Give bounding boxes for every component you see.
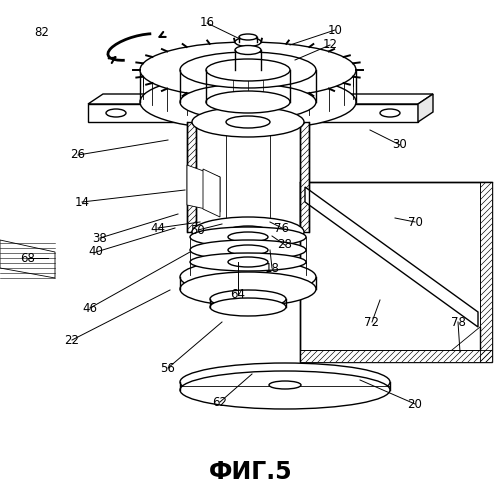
Ellipse shape	[227, 245, 268, 255]
Polygon shape	[187, 122, 195, 232]
Ellipse shape	[269, 381, 301, 389]
Ellipse shape	[180, 363, 389, 401]
Ellipse shape	[225, 116, 270, 128]
Text: 18: 18	[264, 262, 279, 274]
Text: 14: 14	[74, 196, 89, 208]
Text: 64: 64	[230, 288, 245, 302]
Ellipse shape	[180, 52, 315, 88]
Polygon shape	[300, 350, 491, 362]
Ellipse shape	[180, 371, 389, 409]
PathPatch shape	[300, 122, 309, 232]
Ellipse shape	[106, 109, 126, 117]
Ellipse shape	[180, 84, 315, 120]
Ellipse shape	[283, 96, 307, 102]
Polygon shape	[479, 182, 491, 362]
Ellipse shape	[180, 272, 315, 306]
Ellipse shape	[225, 226, 270, 238]
PathPatch shape	[479, 182, 491, 362]
Ellipse shape	[227, 257, 268, 267]
Text: 40: 40	[88, 246, 103, 258]
Text: 70: 70	[407, 216, 422, 228]
Text: 50: 50	[190, 224, 205, 236]
Text: 62: 62	[212, 396, 227, 408]
Ellipse shape	[140, 74, 355, 130]
Text: 28: 28	[277, 238, 292, 252]
Polygon shape	[202, 169, 219, 217]
Ellipse shape	[234, 46, 261, 54]
Polygon shape	[88, 104, 417, 122]
Polygon shape	[0, 240, 55, 278]
Text: 26: 26	[70, 148, 85, 162]
Ellipse shape	[180, 260, 315, 294]
Polygon shape	[300, 182, 491, 362]
Ellipse shape	[205, 91, 290, 113]
Ellipse shape	[238, 34, 257, 40]
Text: 22: 22	[64, 334, 79, 346]
Ellipse shape	[189, 253, 306, 271]
Ellipse shape	[227, 232, 268, 242]
Polygon shape	[300, 122, 309, 232]
PathPatch shape	[300, 350, 491, 362]
Ellipse shape	[379, 109, 399, 117]
Ellipse shape	[205, 59, 290, 81]
Text: 12: 12	[322, 38, 337, 52]
Text: ФИГ.5: ФИГ.5	[209, 460, 292, 484]
Text: 72: 72	[364, 316, 379, 328]
Ellipse shape	[189, 240, 306, 260]
Text: 10: 10	[327, 24, 342, 36]
Text: 78: 78	[450, 316, 464, 328]
Polygon shape	[305, 187, 477, 327]
Ellipse shape	[202, 96, 226, 102]
Text: 20: 20	[407, 398, 422, 410]
Ellipse shape	[140, 42, 355, 98]
Text: 30: 30	[392, 138, 407, 151]
Text: 16: 16	[199, 16, 214, 30]
Ellipse shape	[209, 290, 286, 308]
Ellipse shape	[189, 227, 306, 247]
Ellipse shape	[209, 298, 286, 316]
Text: 44: 44	[150, 222, 165, 234]
Text: 46: 46	[82, 302, 97, 314]
Polygon shape	[417, 94, 432, 122]
Text: 38: 38	[93, 232, 107, 244]
Polygon shape	[187, 165, 219, 212]
Polygon shape	[88, 94, 432, 104]
Text: 82: 82	[35, 26, 49, 38]
Text: 68: 68	[21, 252, 36, 264]
Ellipse shape	[234, 38, 261, 46]
Ellipse shape	[191, 107, 304, 137]
Text: 76: 76	[274, 222, 289, 234]
Ellipse shape	[191, 217, 304, 247]
Text: 56: 56	[160, 362, 175, 374]
Ellipse shape	[212, 104, 283, 122]
PathPatch shape	[187, 122, 195, 232]
